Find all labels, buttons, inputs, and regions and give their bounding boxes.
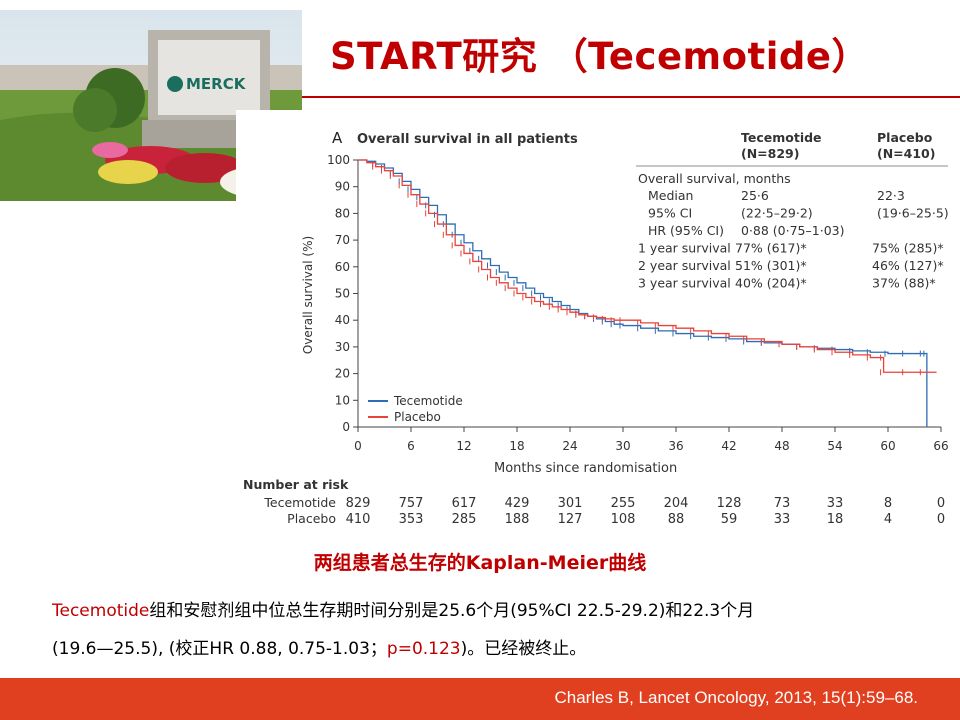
summary-tec-value: (22·5–29·2): [741, 206, 813, 221]
risk-value: 4: [884, 512, 892, 527]
summary-section-label: Overall survival, months: [638, 171, 791, 186]
risk-value: 18: [827, 512, 844, 527]
risk-value: 108: [611, 512, 636, 527]
summary-row-label: Median: [648, 188, 693, 203]
summary-row-label: 95% CI: [648, 206, 692, 221]
legend-label-placebo: Placebo: [394, 410, 441, 424]
y-tick-label: 100: [327, 153, 350, 167]
risk-value: 59: [721, 512, 738, 527]
risk-value: 204: [664, 496, 689, 511]
summary-placebo-value: 46% (127)*: [872, 258, 944, 273]
y-axis-label: Overall survival (%): [301, 236, 315, 354]
y-tick-label: 60: [335, 260, 350, 274]
x-axis-label: Months since randomisation: [494, 461, 677, 476]
x-tick-label: 6: [407, 439, 415, 453]
risk-value: 127: [558, 512, 583, 527]
risk-table-title: Number at risk: [243, 477, 349, 492]
summary-tec-value: 0·88 (0·75–1·03): [741, 223, 844, 238]
x-tick-label: 54: [827, 439, 842, 453]
series-line-tecemotide: [358, 159, 928, 427]
risk-value: 285: [452, 512, 477, 527]
risk-value: 0: [937, 512, 945, 527]
y-tick-label: 30: [335, 340, 350, 354]
risk-row-label: Placebo: [287, 511, 336, 526]
footer-bar: Charles B, Lancet Oncology, 2013, 15(1):…: [0, 678, 960, 720]
x-tick-label: 42: [721, 439, 736, 453]
summary-col-header: (N=829): [741, 146, 799, 161]
title-divider: [302, 96, 960, 98]
risk-value: 429: [505, 496, 530, 511]
summary-row-label: HR (95% CI): [648, 223, 724, 238]
risk-value: 33: [774, 512, 791, 527]
x-tick-label: 0: [354, 439, 362, 453]
summary-tec-value: 25·6: [741, 188, 769, 203]
risk-value: 410: [346, 512, 371, 527]
risk-value: 128: [717, 496, 742, 511]
body-line-2: (19.6—25.5), (校正HR 0.88, 0.75-1.03；p=0.1…: [52, 634, 586, 659]
chart-title: Overall survival in all patients: [357, 132, 578, 147]
risk-row-label: Tecemotide: [263, 495, 336, 510]
summary-placebo-value: 22·3: [877, 188, 905, 203]
body-line2-end: )。已经被终止。: [460, 639, 587, 659]
y-tick-label: 20: [335, 367, 350, 381]
footer-citation: Charles B, Lancet Oncology, 2013, 15(1):…: [554, 688, 918, 707]
risk-value: 33: [827, 496, 844, 511]
body-line1-rest: 组和安慰剂组中位总生存期时间分别是25.6个月(95%CI 22.5-29.2)…: [149, 601, 755, 621]
y-tick-label: 50: [335, 287, 350, 301]
x-tick-label: 60: [880, 439, 895, 453]
y-tick-label: 40: [335, 313, 350, 327]
summary-col-header: Placebo: [877, 130, 933, 145]
risk-value: 0: [937, 496, 945, 511]
summary-placebo-value: 75% (285)*: [872, 241, 944, 256]
summary-tec-value: 51% (301)*: [735, 258, 807, 273]
risk-value: 8: [884, 496, 892, 511]
x-tick-label: 12: [456, 439, 471, 453]
risk-value: 757: [399, 496, 424, 511]
risk-value: 353: [399, 512, 424, 527]
x-tick-label: 24: [562, 439, 577, 453]
risk-value: 301: [558, 496, 583, 511]
chart-caption: 两组患者总生存的Kaplan-Meier曲线: [313, 552, 647, 574]
merck-sign-text: MERCK: [186, 75, 247, 93]
x-tick-label: 66: [933, 439, 948, 453]
summary-tec-value: 40% (204)*: [735, 276, 807, 291]
summary-col-header: (N=410): [877, 146, 935, 161]
y-tick-label: 10: [335, 393, 350, 407]
x-tick-label: 36: [668, 439, 683, 453]
summary-col-header: Tecemotide: [741, 130, 822, 145]
summary-placebo-value: 37% (88)*: [872, 276, 936, 291]
y-tick-label: 80: [335, 206, 350, 220]
summary-placebo-value: (19·6–25·5): [877, 206, 949, 221]
risk-value: 617: [452, 496, 477, 511]
x-tick-label: 30: [615, 439, 630, 453]
risk-value: 73: [774, 496, 791, 511]
y-tick-label: 70: [335, 233, 350, 247]
risk-value: 188: [505, 512, 530, 527]
risk-value: 255: [611, 496, 636, 511]
panel-label: A: [332, 129, 343, 147]
summary-tec-value: 77% (617)*: [735, 241, 807, 256]
body-p-value: p=0.123: [386, 639, 461, 659]
body-tecemotide: Tecemotide: [52, 601, 150, 621]
x-tick-label: 48: [774, 439, 789, 453]
body-line2-start: (19.6—25.5), (校正HR 0.88, 0.75-1.03；: [52, 639, 387, 659]
risk-value: 829: [346, 496, 371, 511]
summary-row-label: 3 year survival: [638, 276, 731, 291]
page-title: START研究 （Tecemotide）: [330, 35, 869, 78]
summary-row-label: 2 year survival: [638, 258, 731, 273]
y-tick-label: 0: [342, 420, 350, 434]
body-line-1: Tecemotide组和安慰剂组中位总生存期时间分别是25.6个月(95%CI …: [52, 596, 754, 621]
series-line-placebo: [358, 159, 937, 373]
risk-value: 88: [668, 512, 685, 527]
y-tick-label: 90: [335, 180, 350, 194]
legend-label-tecemotide: Tecemotide: [393, 394, 463, 408]
summary-row-label: 1 year survival: [638, 241, 731, 256]
x-tick-label: 18: [509, 439, 524, 453]
kaplan-meier-chart: 0 10 20 30 40 50 60 70 80 90 100 0 6 12 18 24 30 36 42 48 54…: [236, 110, 956, 542]
